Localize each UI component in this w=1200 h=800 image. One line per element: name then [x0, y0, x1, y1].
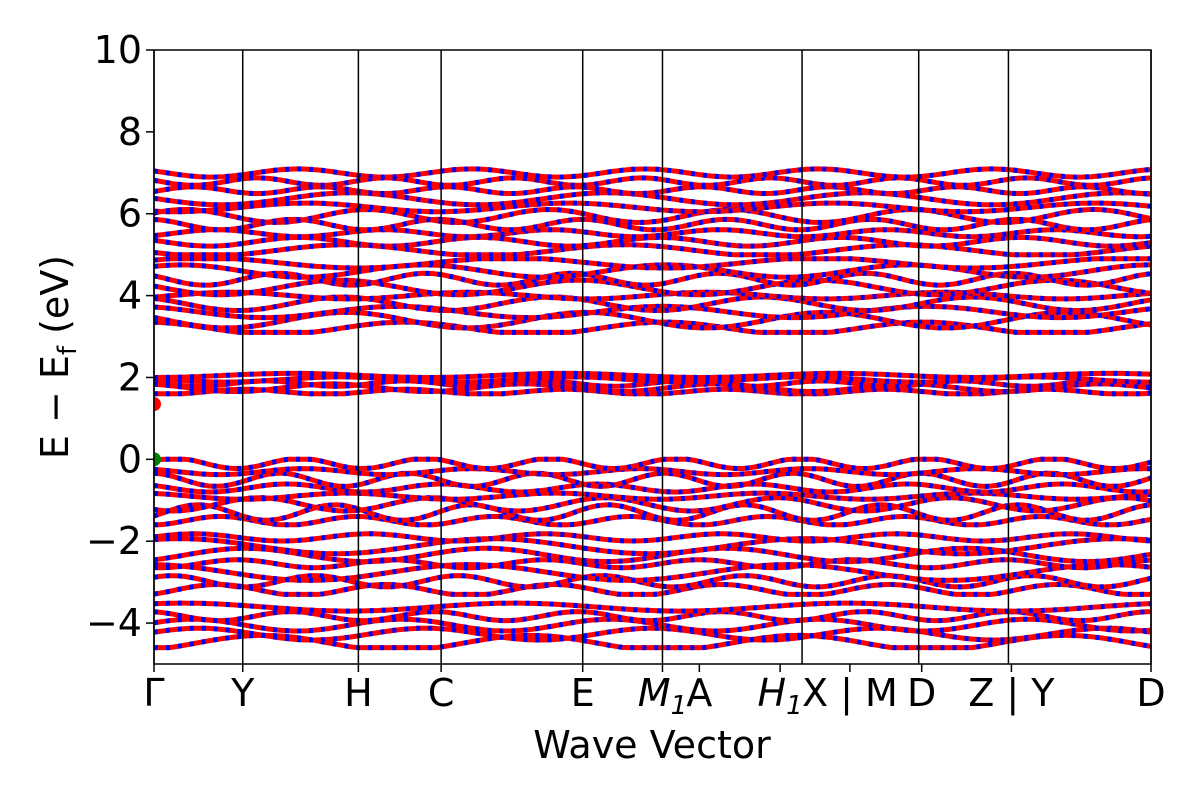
y-tick-label: 8	[118, 110, 142, 154]
x-tick-label: M1	[638, 671, 687, 721]
band-line	[154, 545, 1151, 565]
band-line	[154, 562, 1151, 583]
band-line	[154, 609, 1151, 624]
band-line-projection	[154, 370, 1151, 380]
band-line	[154, 227, 1151, 240]
plot-frame	[153, 49, 1152, 665]
cbm-marker	[154, 397, 161, 412]
band-line	[154, 175, 1151, 188]
x-tick-label-subscript: 1	[671, 691, 688, 721]
band-line	[154, 536, 1151, 557]
band-line	[154, 557, 1151, 571]
vbm-marker	[154, 452, 161, 467]
band-line	[154, 481, 1151, 495]
y-axis-title-unit: (eV)	[33, 255, 77, 346]
x-tick-label: X | M	[802, 671, 898, 716]
y-tick-label: 10	[94, 28, 142, 72]
band-line-projection	[154, 270, 1151, 288]
x-tick-label: D	[907, 671, 936, 715]
y-tick-label: 0	[118, 437, 142, 481]
band-lines	[154, 166, 1151, 651]
band-line-projection	[154, 495, 1151, 514]
x-axis-title: Wave Vector	[533, 723, 771, 767]
band-line	[154, 303, 1151, 321]
x-tick-label: E	[571, 671, 595, 715]
band-line	[154, 289, 1151, 302]
band-line	[154, 166, 1151, 180]
x-tick-label: Z | Y	[968, 671, 1055, 716]
x-tick-label: H	[344, 671, 373, 715]
band-line	[154, 600, 1151, 614]
band-line	[154, 200, 1151, 215]
y-axis-title: E − Ef (eV)	[33, 255, 83, 459]
band-line	[154, 531, 1151, 544]
x-tick-label: H1	[758, 671, 803, 721]
x-tick-label: Γ	[143, 671, 164, 715]
band-line	[154, 256, 1151, 271]
y-tick-label: 2	[118, 355, 142, 399]
band-line	[154, 616, 1151, 634]
band-line	[154, 625, 1151, 643]
band-line-projection	[154, 206, 1151, 226]
extrema-markers	[154, 397, 161, 467]
y-tick-label: −2	[86, 519, 142, 563]
y-tick-label: −4	[86, 601, 142, 645]
band-line-projection	[154, 456, 1151, 472]
band-line	[154, 190, 1151, 208]
x-tick-label-subscript: 1	[786, 691, 803, 721]
x-tick-label: C	[428, 671, 455, 715]
plot-background	[154, 50, 1151, 664]
band-line-projection	[154, 470, 1151, 489]
x-tick-label: A	[686, 671, 712, 715]
y-tick-label: 4	[118, 274, 142, 318]
y-axis-title-sub: f	[53, 345, 83, 355]
y-axis: −4 −2 0 2 4 6 8 10	[86, 28, 154, 645]
y-tick-label: 6	[118, 192, 142, 236]
x-tick-label: D	[1136, 671, 1165, 715]
band-line	[154, 386, 1151, 397]
band-line-projection	[154, 573, 1151, 590]
x-tick-label: Y	[230, 671, 255, 715]
y-axis-title-main: E − E	[33, 355, 77, 459]
band-line	[154, 582, 1151, 597]
band-line	[154, 242, 1151, 258]
